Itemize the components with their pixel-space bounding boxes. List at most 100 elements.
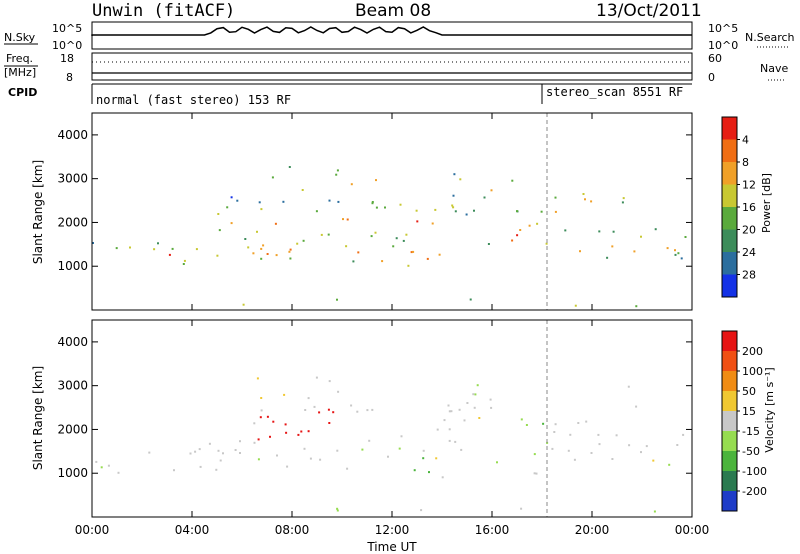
- heatmap-cell: [597, 433, 600, 436]
- x-axis-ticks: 00:00 04:00 08:00 12:00 16:00 20:00 00:00: [75, 113, 709, 537]
- heatmap-cell: [289, 257, 292, 260]
- heatmap-cell: [303, 447, 306, 450]
- date-title: 13/Oct/2011: [596, 1, 702, 21]
- heatmap-cell: [422, 449, 425, 452]
- noise-right-label: N.Search: [745, 31, 795, 44]
- heatmap-cell: [573, 458, 576, 461]
- heatmap-cell: [260, 397, 263, 399]
- heatmap-cell: [307, 397, 310, 400]
- heatmap-cell: [226, 206, 229, 209]
- heatmap-cell: [574, 304, 577, 307]
- heatmap-cell: [611, 245, 614, 248]
- heatmap-cell: [171, 247, 174, 250]
- heatmap-cell: [173, 469, 175, 472]
- colorbar-tick-label: -15: [742, 425, 760, 438]
- heatmap-cell: [459, 178, 462, 181]
- heatmap-cell: [413, 469, 416, 472]
- power-y-ticks: 1000 2000 3000 4000: [57, 128, 692, 273]
- heatmap-cell: [288, 250, 291, 253]
- heatmap-cell: [370, 235, 373, 238]
- heatmap-cell: [337, 200, 340, 203]
- power-colorbar-label: Power [dB]: [760, 173, 773, 233]
- heatmap-cell: [474, 393, 477, 396]
- heatmap-cell: [528, 224, 531, 227]
- heatmap-cell: [450, 410, 453, 413]
- heatmap-cell: [92, 242, 94, 244]
- heatmap-cell: [395, 237, 398, 240]
- heatmap-cell: [438, 253, 441, 256]
- heatmap-cell: [253, 441, 256, 444]
- heatmap-cell: [542, 422, 545, 425]
- heatmap-cell: [443, 419, 446, 422]
- heatmap-cell: [487, 243, 490, 245]
- heatmap-cell: [368, 439, 371, 442]
- x-tick-label: 00:00: [75, 523, 110, 537]
- colorbar-swatch: [722, 491, 737, 511]
- heatmap-cell: [208, 442, 211, 445]
- heatmap-cell: [612, 230, 615, 233]
- heatmap-cell: [107, 464, 110, 467]
- heatmap-cell: [195, 248, 198, 251]
- heatmap-cell: [302, 239, 305, 242]
- heatmap-cell: [582, 193, 585, 195]
- heatmap-cell: [309, 457, 312, 460]
- colorbar-tick-label: 28: [742, 269, 756, 282]
- heatmap-cell: [318, 411, 321, 414]
- colorbar-swatch: [722, 411, 737, 431]
- heatmap-cell: [332, 411, 335, 414]
- heatmap-cell: [289, 248, 292, 251]
- heatmap-cell: [416, 220, 419, 223]
- heatmap-cell: [453, 173, 456, 176]
- heatmap-cell: [266, 415, 269, 418]
- colorbar-tick-label: 12: [742, 179, 756, 192]
- heatmap-cell: [511, 179, 514, 182]
- heatmap-cell: [496, 461, 498, 464]
- heatmap-cell: [478, 417, 481, 419]
- heatmap-cell: [247, 246, 250, 249]
- heatmap-cell: [490, 406, 493, 409]
- heatmap-cell: [374, 231, 377, 234]
- heatmap-cell: [315, 210, 318, 213]
- heatmap-cell: [256, 230, 258, 233]
- heatmap-cell: [680, 257, 683, 260]
- y-tick-label: 3000: [57, 379, 88, 393]
- heatmap-cell: [95, 460, 98, 463]
- heatmap-cell: [627, 385, 630, 388]
- heatmap-cell: [398, 447, 401, 450]
- heatmap-cell: [259, 416, 262, 419]
- colorbar-swatch: [722, 139, 737, 162]
- colorbar-tick-label: 20: [742, 224, 756, 237]
- colorbar-tick-label: 100: [742, 365, 763, 378]
- x-tick-label: 04:00: [175, 523, 210, 537]
- heatmap-cell: [540, 210, 543, 213]
- heatmap-cell: [674, 253, 677, 256]
- colorbar-swatch: [722, 331, 737, 351]
- colorbar-swatch: [722, 471, 737, 491]
- heatmap-cell: [315, 376, 318, 379]
- heatmap-cell: [189, 452, 192, 455]
- cpid-mode-0: normal (fast stereo) 153 RF: [96, 93, 291, 107]
- heatmap-cell: [252, 252, 255, 255]
- beam-title: Beam 08: [355, 1, 431, 21]
- heatmap-cell: [483, 196, 486, 199]
- heatmap-cell: [297, 433, 300, 436]
- heatmap-cell: [215, 468, 218, 471]
- heatmap-cell: [328, 422, 331, 424]
- heatmap-cell: [615, 434, 618, 437]
- heatmap-cell: [415, 209, 418, 212]
- heatmap-cell: [239, 452, 241, 454]
- heatmap-cell: [304, 409, 307, 411]
- heatmap-cell: [448, 439, 451, 442]
- velocity-y-label: Slant Range [km]: [31, 366, 45, 470]
- heatmap-cell: [635, 405, 638, 408]
- heatmap-cell: [436, 428, 439, 431]
- heatmap-cell: [567, 449, 570, 452]
- y-tick-label: 3000: [57, 172, 88, 186]
- heatmap-cell: [371, 202, 374, 205]
- colorbar-swatch: [722, 431, 737, 451]
- heatmap-cell: [454, 210, 457, 213]
- power-colorbar: 4 8 12 16 20 24 28: [721, 116, 756, 298]
- heatmap-cell: [271, 176, 274, 179]
- heatmap-cell: [653, 510, 656, 513]
- heatmap-cell: [452, 206, 455, 209]
